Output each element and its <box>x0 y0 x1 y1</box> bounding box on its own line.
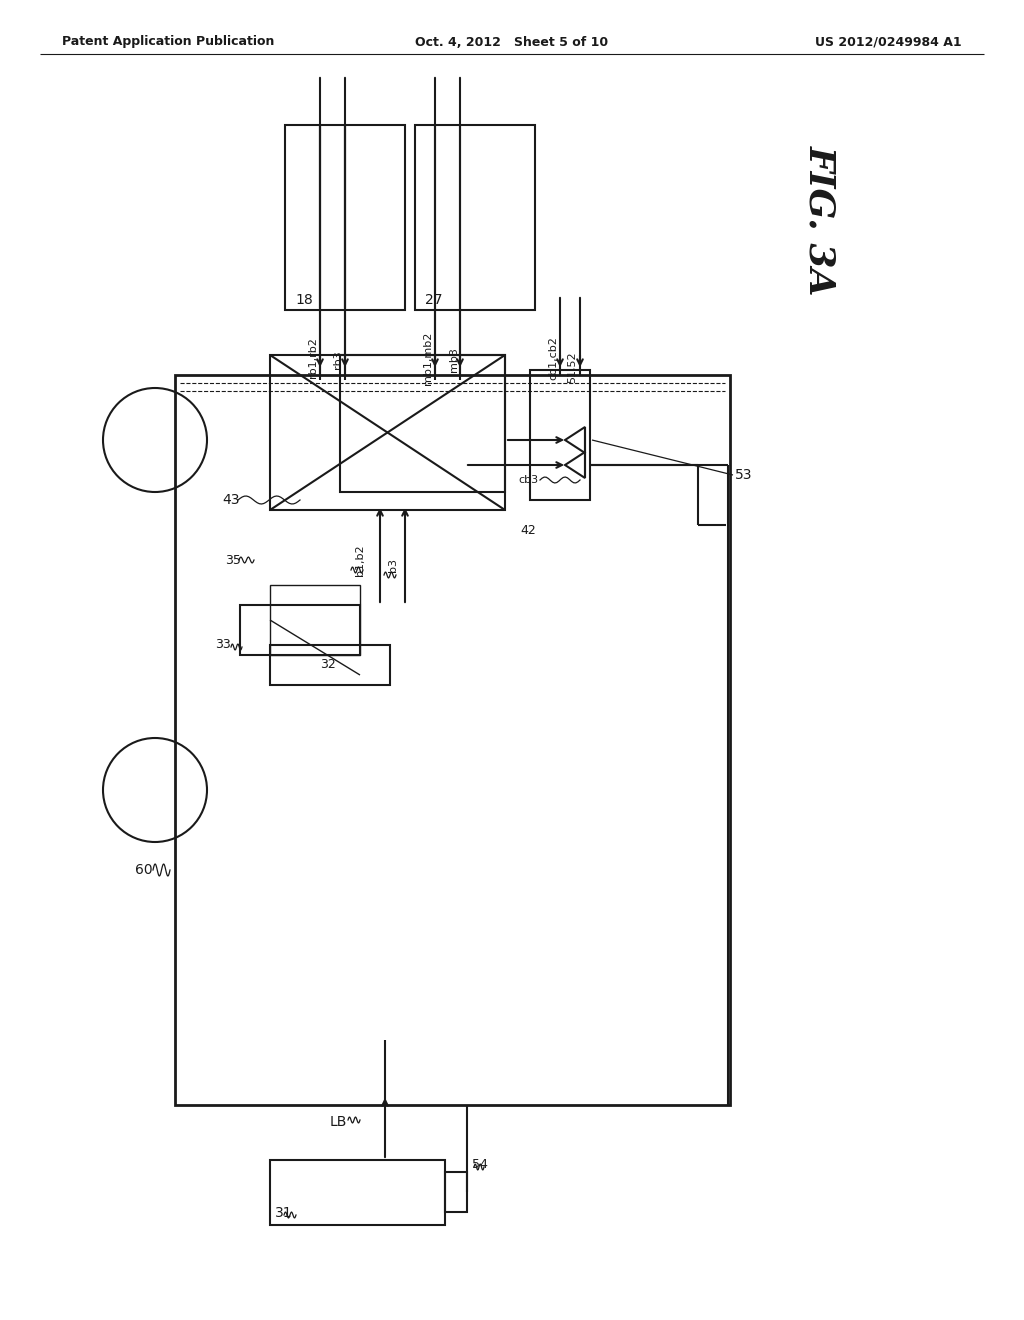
Text: 43: 43 <box>222 492 240 507</box>
Text: mb1,mb2: mb1,mb2 <box>423 331 433 384</box>
Text: rb1,rb2: rb1,rb2 <box>308 338 318 379</box>
Bar <box>175 375 730 1105</box>
Bar <box>285 125 406 310</box>
Text: 31: 31 <box>275 1206 293 1220</box>
Bar <box>240 605 360 655</box>
Text: 33: 33 <box>215 639 230 652</box>
Text: 27: 27 <box>425 293 442 308</box>
Bar <box>340 355 505 492</box>
Text: Oct. 4, 2012   Sheet 5 of 10: Oct. 4, 2012 Sheet 5 of 10 <box>416 36 608 49</box>
Bar <box>270 585 360 655</box>
Text: 54: 54 <box>472 1159 487 1172</box>
Text: 53: 53 <box>735 469 753 482</box>
Text: 18: 18 <box>295 293 312 308</box>
Text: 51,52: 51,52 <box>567 351 577 383</box>
Bar <box>415 125 535 310</box>
Text: LB: LB <box>330 1115 347 1129</box>
Text: US 2012/0249984 A1: US 2012/0249984 A1 <box>815 36 962 49</box>
Text: 42: 42 <box>520 524 536 536</box>
Text: cb1,cb2: cb1,cb2 <box>548 337 558 380</box>
Text: 60: 60 <box>135 863 153 876</box>
Text: 35: 35 <box>225 553 241 566</box>
Bar <box>445 1172 467 1212</box>
Text: 32: 32 <box>319 659 336 672</box>
Text: rb3: rb3 <box>333 351 343 370</box>
Bar <box>270 645 390 685</box>
Bar <box>270 355 505 510</box>
Text: mb3: mb3 <box>449 347 459 372</box>
Text: Patent Application Publication: Patent Application Publication <box>62 36 274 49</box>
Text: cb3: cb3 <box>518 475 539 484</box>
Text: FIG. 3A: FIG. 3A <box>803 145 837 296</box>
Text: b1,b2: b1,b2 <box>355 544 365 576</box>
Bar <box>530 370 590 500</box>
Bar <box>270 1160 445 1225</box>
Text: b3: b3 <box>388 558 398 572</box>
